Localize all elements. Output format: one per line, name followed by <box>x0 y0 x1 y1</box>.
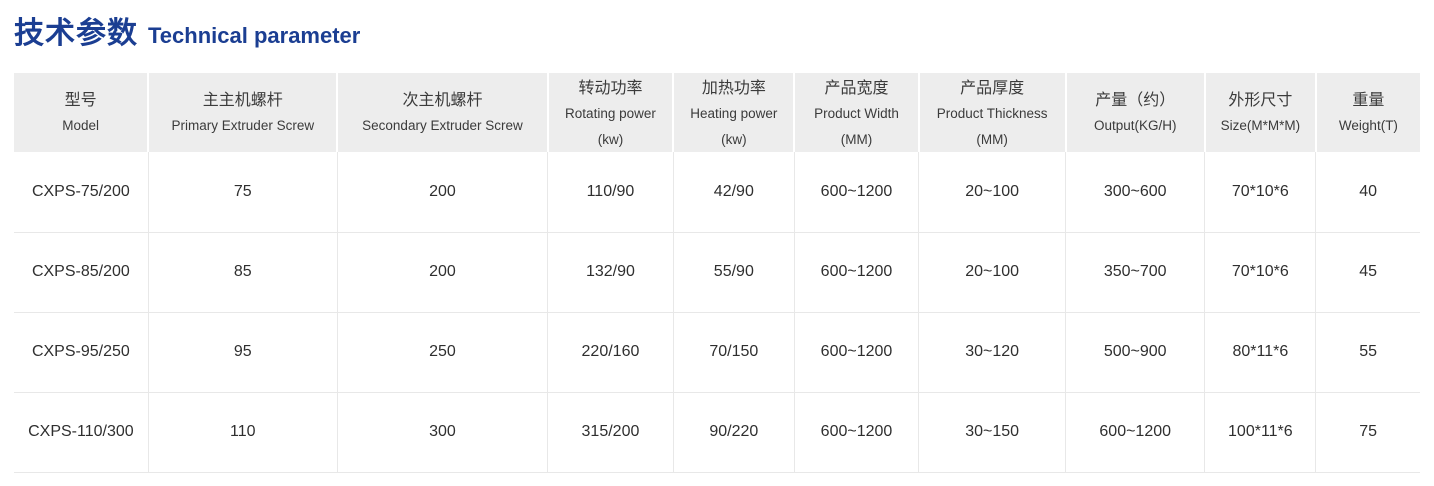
column-header-en: Primary Extruder Screw <box>171 118 315 133</box>
cell-weight: 75 <box>1315 392 1420 473</box>
column-header-en: Weight(T) <box>1338 118 1398 133</box>
column-header-en: Product Width <box>814 105 899 121</box>
column-header-en: Secondary Extruder Screw <box>362 118 523 133</box>
column-header-zh: 重量 <box>1352 92 1385 109</box>
column-header-en: Size(M*M*M) <box>1220 118 1301 133</box>
column-header-en: Model <box>62 118 100 133</box>
column-header-zh: 产品宽度 <box>824 79 889 97</box>
cell-heating-power: 42/90 <box>673 152 795 233</box>
cell-product-width: 600~1200 <box>794 392 920 473</box>
column-header-zh: 转动功率 <box>578 79 643 97</box>
cell-primary-screw: 85 <box>148 232 338 313</box>
cell-rotating-power: 220/160 <box>547 312 674 393</box>
column-header-product-width: 产品宽度 Product Width (MM) <box>794 73 920 152</box>
column-header-model: 型号 Model <box>14 73 150 152</box>
column-header-product-thickness: 产品厚度 Product Thickness (MM) <box>918 73 1067 152</box>
column-header-unit: (kw) <box>721 131 747 147</box>
column-header-zh: 加热功率 <box>701 79 766 97</box>
table-row: CXPS-110/300 110 300 315/200 90/220 600~… <box>14 392 1420 473</box>
cell-secondary-screw: 200 <box>337 232 549 313</box>
cell-model: CXPS-75/200 <box>14 152 149 233</box>
cell-heating-power: 90/220 <box>673 392 795 473</box>
page-title-zh: 技术参数 <box>14 17 138 50</box>
cell-size: 80*11*6 <box>1204 312 1317 393</box>
column-header-zh: 外形尺寸 <box>1228 92 1293 109</box>
cell-weight: 45 <box>1315 232 1420 313</box>
table-row: CXPS-95/250 95 250 220/160 70/150 600~12… <box>14 312 1420 393</box>
column-header-weight: 重量 Weight(T) <box>1315 73 1420 152</box>
cell-secondary-screw: 300 <box>337 392 549 473</box>
cell-output: 600~1200 <box>1065 392 1206 473</box>
cell-product-width: 600~1200 <box>794 152 920 233</box>
cell-size: 70*10*6 <box>1204 152 1317 233</box>
table-row: CXPS-85/200 85 200 132/90 55/90 600~1200… <box>14 232 1420 313</box>
column-header-rotating-power: 转动功率 Rotating power (kw) <box>547 73 675 152</box>
column-header-en: Rotating power <box>565 105 656 121</box>
cell-model: CXPS-95/250 <box>14 312 149 393</box>
column-header-en: Product Thickness <box>936 105 1048 121</box>
column-header-unit: (MM) <box>976 131 1008 147</box>
column-header-output: 产量（约） Output(KG/H) <box>1065 73 1206 152</box>
column-header-secondary-extruder-screw: 次主机螺杆 Secondary Extruder Screw <box>337 73 549 152</box>
cell-size: 70*10*6 <box>1204 232 1317 313</box>
cell-heating-power: 55/90 <box>673 232 795 313</box>
cell-size: 100*11*6 <box>1204 392 1317 473</box>
cell-output: 500~900 <box>1065 312 1206 393</box>
cell-rotating-power: 132/90 <box>547 232 674 313</box>
column-header-zh: 产品厚度 <box>960 79 1025 97</box>
column-header-zh: 产量（约） <box>1095 92 1176 109</box>
column-header-zh: 次主机螺杆 <box>402 92 483 109</box>
cell-product-thickness: 30~120 <box>918 312 1067 393</box>
cell-weight: 40 <box>1315 152 1420 233</box>
column-header-unit: (kw) <box>597 131 624 147</box>
column-header-unit: (MM) <box>840 131 873 147</box>
cell-rotating-power: 110/90 <box>547 152 674 233</box>
cell-output: 300~600 <box>1065 152 1206 233</box>
column-header-primary-extruder-screw: 主主机螺杆 Primary Extruder Screw <box>148 73 339 152</box>
cell-product-thickness: 20~100 <box>918 232 1067 313</box>
cell-product-thickness: 30~150 <box>918 392 1067 473</box>
cell-heating-power: 70/150 <box>673 312 795 393</box>
cell-secondary-screw: 250 <box>337 312 549 393</box>
cell-secondary-screw: 200 <box>337 152 549 233</box>
cell-model: CXPS-85/200 <box>14 232 149 313</box>
cell-weight: 55 <box>1315 312 1420 393</box>
cell-primary-screw: 75 <box>148 152 338 233</box>
table-row: CXPS-75/200 75 200 110/90 42/90 600~1200… <box>14 152 1420 233</box>
cell-primary-screw: 110 <box>148 392 338 473</box>
column-header-zh: 型号 <box>64 92 97 109</box>
page-title-en: Technical parameter <box>148 23 361 48</box>
column-header-zh: 主主机螺杆 <box>202 92 283 109</box>
technical-parameter-table: 型号 Model 主主机螺杆 Primary Extruder Screw 次主… <box>14 73 1420 473</box>
cell-product-thickness: 20~100 <box>918 152 1067 233</box>
cell-product-width: 600~1200 <box>794 312 920 393</box>
cell-primary-screw: 95 <box>148 312 338 393</box>
table-header-row: 型号 Model 主主机螺杆 Primary Extruder Screw 次主… <box>14 73 1420 152</box>
column-header-size: 外形尺寸 Size(M*M*M) <box>1204 73 1317 152</box>
cell-rotating-power: 315/200 <box>547 392 674 473</box>
page-title: 技术参数 Technical parameter <box>14 8 360 52</box>
cell-output: 350~700 <box>1065 232 1206 313</box>
cell-product-width: 600~1200 <box>794 232 920 313</box>
cell-model: CXPS-110/300 <box>14 392 149 473</box>
column-header-heating-power: 加热功率 Heating power (kw) <box>673 73 796 152</box>
column-header-en: Output(KG/H) <box>1093 118 1177 133</box>
column-header-en: Heating power <box>690 105 778 121</box>
